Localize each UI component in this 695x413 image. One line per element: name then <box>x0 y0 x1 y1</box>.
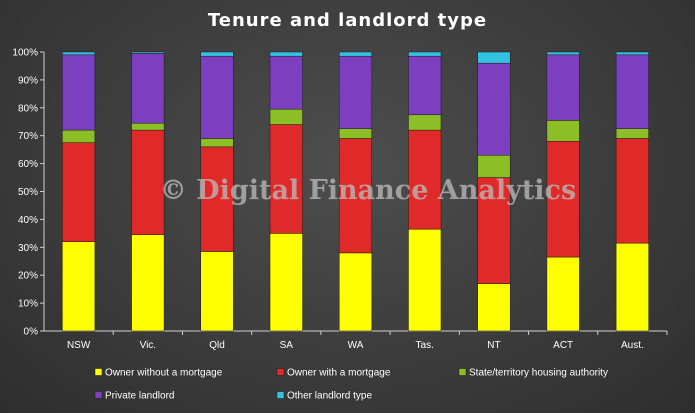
x-tick-label: Aust. <box>621 340 644 351</box>
bar-segment <box>338 128 373 139</box>
bar-segment <box>546 256 580 332</box>
bar-segment <box>338 138 373 254</box>
x-tick-label: Qld <box>209 340 225 351</box>
y-tick-label: 50% <box>18 187 38 198</box>
bar-segment <box>62 241 96 332</box>
x-tick-label: Vic. <box>140 340 157 351</box>
bar-segment <box>200 251 234 332</box>
bar-segment <box>546 120 580 142</box>
x-tick-label: WA <box>348 340 364 351</box>
bar-segment <box>269 51 303 57</box>
y-tick-label: 0% <box>24 327 39 338</box>
y-tick-label: 10% <box>18 299 38 310</box>
bar-segment <box>269 55 303 110</box>
bar-segment <box>131 122 165 131</box>
y-tick-label: 80% <box>18 103 38 114</box>
bar-segment <box>477 283 511 332</box>
bar-segment <box>408 51 442 57</box>
bar-segment <box>615 51 649 56</box>
bar-segment <box>546 141 580 258</box>
bar-segment <box>62 51 96 56</box>
bar-segment <box>269 108 303 125</box>
y-tick-label: 70% <box>18 131 38 142</box>
legend: Owner without a mortgage Owner with a mor… <box>94 368 608 402</box>
bar-segment <box>408 114 442 131</box>
y-tick-label: 90% <box>18 75 38 86</box>
bar-segment <box>62 129 96 143</box>
legend-swatch <box>276 368 285 376</box>
legend-label: State/territory housing authority <box>469 368 608 379</box>
axis-layer: 0% 10% 20% 30% 40% 50% 60% 70% 80% 90% 100% NSW Vic.… <box>12 48 668 351</box>
y-tick-label: 60% <box>18 159 38 170</box>
bar-segment <box>269 124 303 234</box>
bar-segment <box>408 228 442 332</box>
legend-label: Owner without a mortgage <box>105 368 223 379</box>
bar-segment <box>338 55 373 129</box>
bar-segment <box>200 51 234 57</box>
y-tick-label: 100% <box>12 48 38 59</box>
bar-segment <box>62 142 96 242</box>
bar-segment <box>615 242 649 332</box>
bar-segment <box>200 55 234 139</box>
bar-segment <box>131 53 165 124</box>
bar-segment <box>131 234 165 332</box>
watermark: © Digital Finance Analytics <box>160 175 576 206</box>
x-tick-label: SA <box>280 340 294 351</box>
bar-segment <box>131 51 165 54</box>
x-tick-label: Tas. <box>416 340 434 351</box>
bar-segment <box>477 177 511 284</box>
bar-segment <box>546 51 580 56</box>
bar-segment <box>338 51 373 57</box>
bar-segment <box>62 54 96 131</box>
legend-label: Owner with a mortgage <box>287 368 391 379</box>
bar-layer <box>62 51 649 332</box>
bar-segment <box>269 233 303 332</box>
x-tick-label: NT <box>487 340 500 351</box>
legend-swatch <box>458 368 467 376</box>
bar-segment <box>338 252 373 332</box>
bar-segment <box>615 128 649 139</box>
x-tick-label: NSW <box>67 340 91 351</box>
chart-title: Tenure and landlord type <box>207 10 488 31</box>
legend-swatch <box>276 391 285 399</box>
legend-swatch <box>94 391 103 399</box>
bar-segment <box>200 146 234 252</box>
bar-segment <box>546 54 580 121</box>
bar-segment <box>615 54 649 129</box>
y-tick-label: 40% <box>18 215 38 226</box>
bar-segment <box>615 138 649 244</box>
y-tick-label: 30% <box>18 243 38 254</box>
legend-swatch <box>94 368 103 376</box>
bar-segment <box>408 55 442 116</box>
bar-segment <box>477 51 511 64</box>
bar-segment <box>408 129 442 230</box>
bar-segment <box>200 138 234 148</box>
bar-segment <box>477 62 511 156</box>
legend-label: Other landlord type <box>287 391 372 402</box>
y-tick-label: 20% <box>18 271 38 282</box>
x-tick-label: ACT <box>553 340 573 351</box>
legend-label: Private landlord <box>105 391 174 402</box>
